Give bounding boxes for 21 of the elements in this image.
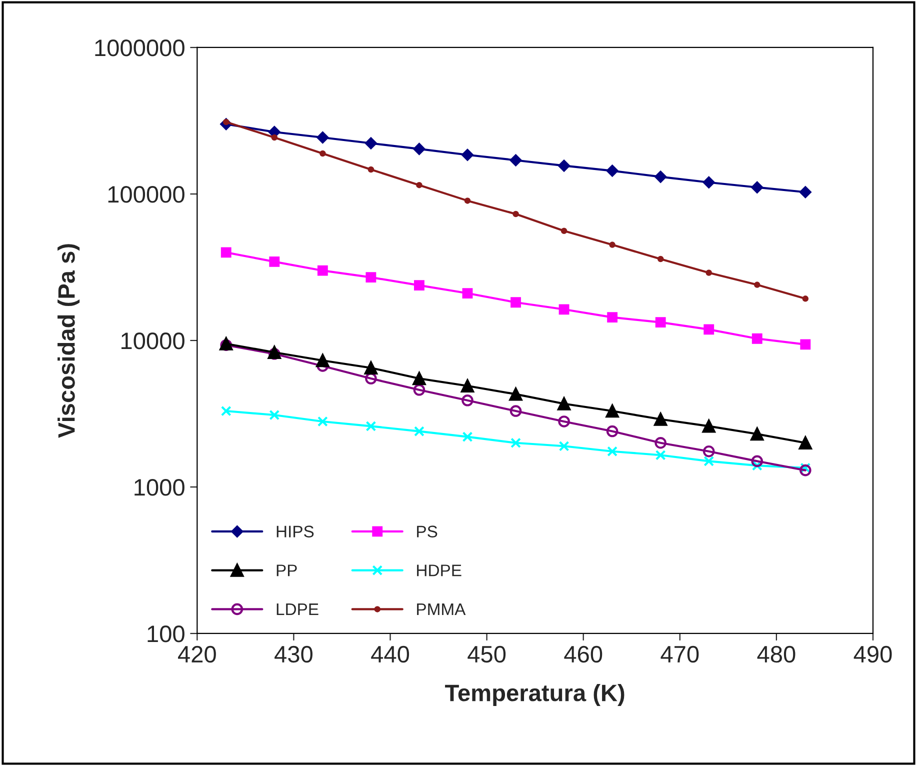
legend-label: PP: [276, 564, 297, 576]
y-tick-label: 1000000: [95, 40, 184, 56]
x-tick-label: 440: [371, 646, 410, 663]
legend-label: PMMA: [417, 604, 466, 616]
legend-label: HDPE: [417, 564, 462, 576]
x-tick-label: 460: [564, 646, 602, 663]
y-tick-label: 100: [148, 626, 184, 642]
y-tick-label: 100000: [108, 186, 184, 203]
y-tick-label: 1000: [134, 479, 184, 496]
legend-label: LDPE: [276, 604, 318, 616]
x-tick-label: 430: [274, 646, 312, 663]
x-tick-label: 480: [757, 646, 796, 663]
x-axis-title: Temperatura (K): [445, 684, 624, 706]
y-tick-label: 10000: [122, 332, 184, 350]
x-tick-label: 490: [854, 646, 892, 663]
legend-label: HIPS: [276, 526, 314, 538]
x-tick-label: 420: [178, 646, 216, 663]
x-tick-label: 450: [468, 646, 506, 663]
y-axis-title: Viscosidad (Pa s): [58, 244, 80, 438]
legend-label: PS: [417, 526, 438, 538]
x-tick-label: 470: [660, 646, 699, 663]
